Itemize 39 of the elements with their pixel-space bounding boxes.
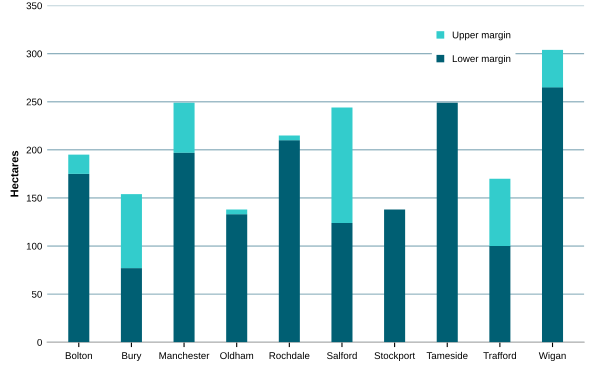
bar — [226, 214, 248, 342]
y-tick-label: 100 — [26, 242, 42, 250]
x-tick-label: Trafford — [483, 352, 516, 360]
x-tick-label: Wigan — [538, 352, 566, 361]
bar — [542, 50, 564, 88]
bar — [278, 135, 300, 140]
bar — [68, 154, 90, 174]
x-tick-label: Bolton — [66, 352, 92, 360]
bar — [436, 102, 458, 342]
bar — [174, 102, 195, 153]
bar — [278, 140, 300, 342]
bar — [68, 174, 90, 342]
legend-label: Lower margin — [452, 54, 510, 64]
x-tick-label: Rochdale — [270, 352, 310, 360]
bar — [120, 194, 142, 268]
bar — [226, 209, 248, 214]
y-tick-label: 250 — [26, 98, 42, 106]
y-tick-label: 50 — [32, 290, 42, 298]
x-tick-label: Oldham — [220, 352, 254, 360]
x-tick-label: Stockport — [374, 352, 416, 361]
y-axis-title: Hectares — [10, 150, 18, 197]
x-tick-label: Manchester — [159, 352, 210, 360]
y-tick-label: 200 — [26, 146, 42, 154]
bar — [489, 178, 510, 246]
y-tick-label: 0 — [37, 338, 42, 346]
bar — [489, 246, 510, 342]
bar — [174, 152, 195, 342]
y-tick-label: 150 — [26, 194, 42, 202]
x-tick-label: Tameside — [426, 352, 468, 360]
x-tick-label: Bury — [122, 352, 142, 361]
y-tick-label: 350 — [26, 2, 42, 10]
bar — [331, 222, 352, 342]
bar — [384, 209, 406, 342]
bar — [542, 87, 564, 342]
y-tick-label: 300 — [26, 50, 42, 58]
x-tick-label: Salford — [327, 352, 357, 360]
legend-label: Upper margin — [452, 31, 510, 40]
bar — [331, 108, 352, 223]
bar — [120, 268, 142, 342]
